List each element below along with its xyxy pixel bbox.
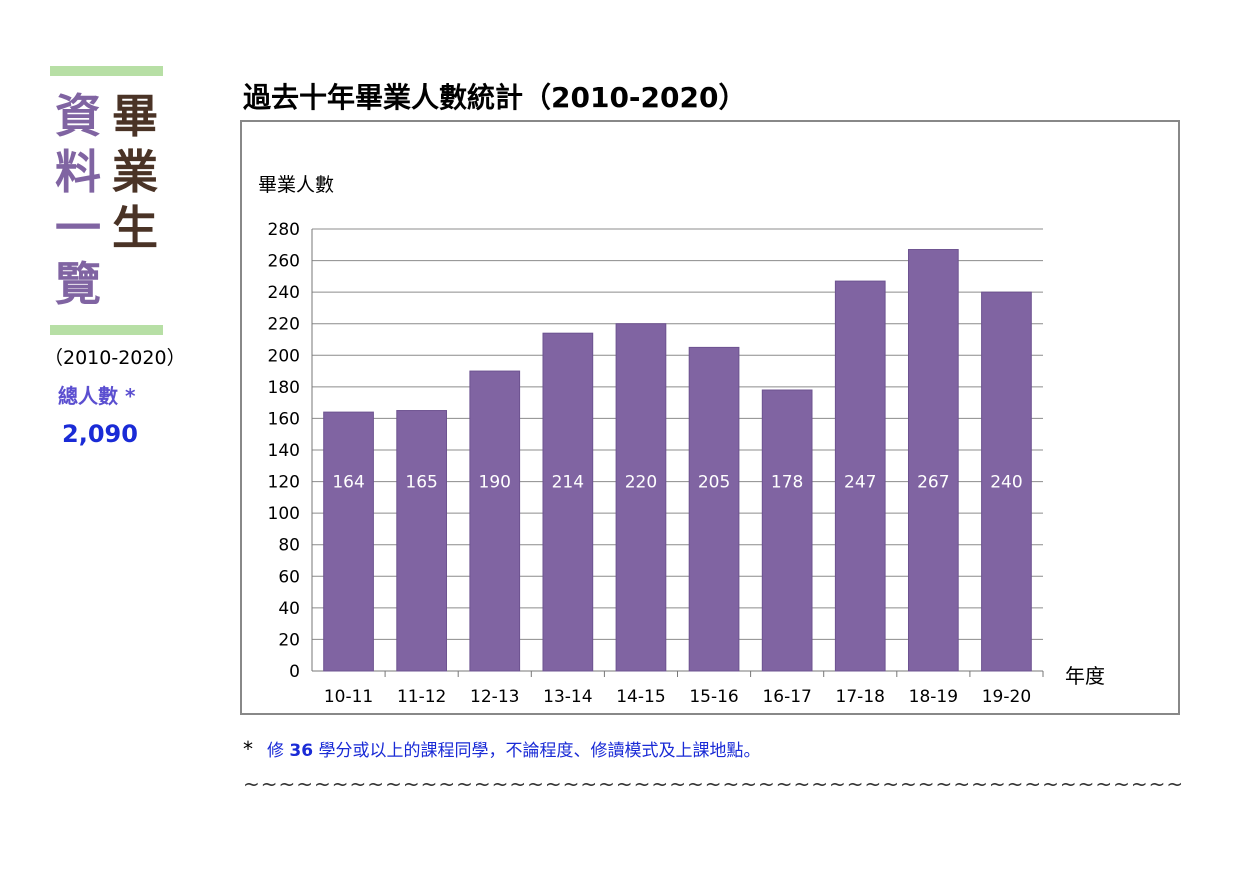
x-tick-label: 17-18 [836,687,885,707]
y-tick-label: 280 [268,220,300,240]
bar-data-label: 240 [990,473,1022,493]
footnote-star: * [243,737,253,761]
x-axis-label: 年度 [1065,664,1105,688]
x-tick-label: 14-15 [616,687,665,707]
chart-frame: 0 20 40 60 80 100 120 140 160 180 200 220 240 260 280 畢… [240,120,1180,715]
y-tick-label: 260 [268,252,300,272]
sidebar-total-label: 總人數 * [58,384,136,408]
x-tick-label: 16-17 [762,687,811,707]
bar [323,411,374,672]
bar-data-label: 247 [844,473,876,493]
bar [688,346,740,672]
y-tick-label: 140 [268,441,300,461]
bar-data-label: 214 [552,473,584,493]
sidebar-accent-top [50,66,163,76]
y-tick-label: 120 [268,473,300,493]
y-tick-label: 180 [268,378,300,398]
bar [615,323,667,672]
bar [396,410,448,672]
chart-title: 過去十年畢業人數統計（2010-2020） [243,81,747,114]
x-tick-label: 10-11 [324,687,373,707]
x-tick-label: 12-13 [470,687,519,707]
sidebar-heading-overview: 資料一覽 [55,89,101,311]
footnote-prefix: 修 [267,741,290,761]
bar [469,370,521,672]
bar [761,389,813,672]
y-tick-label: 80 [278,536,300,556]
y-tick-label: 0 [289,662,300,682]
y-tick-label: 160 [268,409,300,429]
x-tick-label: 11-12 [397,687,446,707]
x-tick-label: 18-19 [909,687,958,707]
sidebar-accent-bottom [50,325,163,335]
y-tick-label: 220 [268,315,300,335]
bar-chart: 0 20 40 60 80 100 120 140 160 180 200 220 240 260 280 畢… [258,174,1105,707]
bar-data-label: 190 [479,473,511,493]
y-tick-label: 60 [278,567,300,587]
footnote-credits: 36 [289,741,314,761]
bar-data-label: 220 [625,473,657,493]
footnote-suffix: 學分或以上的課程同學，不論程度、修讀模式及上課地點。 [313,741,761,761]
y-tick-label: 240 [268,283,300,303]
footnote-text: 修 36 學分或以上的課程同學，不論程度、修讀模式及上課地點。 [267,741,760,761]
bar-data-label: 178 [771,473,803,493]
bar [542,332,594,672]
bar-data-label: 267 [917,473,949,493]
sidebar-year-range: （2010-2020） [44,347,186,369]
y-tick-label: 200 [268,346,300,366]
y-tick-label: 20 [278,630,300,650]
x-tick-label: 15-16 [689,687,738,707]
bar [907,249,959,672]
y-axis-label: 畢業人數 [258,174,334,196]
bar [834,280,886,672]
footnote: * 修 36 學分或以上的課程同學，不論程度、修讀模式及上課地點。 [243,736,760,761]
bar-data-label: 164 [332,473,364,493]
x-tick-label: 19-20 [982,687,1031,707]
bar-data-label: 205 [698,473,730,493]
x-tick-label: 13-14 [543,687,592,707]
bar-data-label: 165 [405,473,437,493]
sidebar-total-value: 2,090 [62,420,138,448]
y-tick-label: 40 [278,599,300,619]
divider-line: ~~~~~~~~~~~~~~~~~~~~~~~~~~~~~~~~~~~~~~~~… [243,772,1183,796]
sidebar-heading-graduates: 畢業生 [112,89,158,255]
y-tick-label: 100 [268,504,300,524]
bar [981,291,1032,672]
